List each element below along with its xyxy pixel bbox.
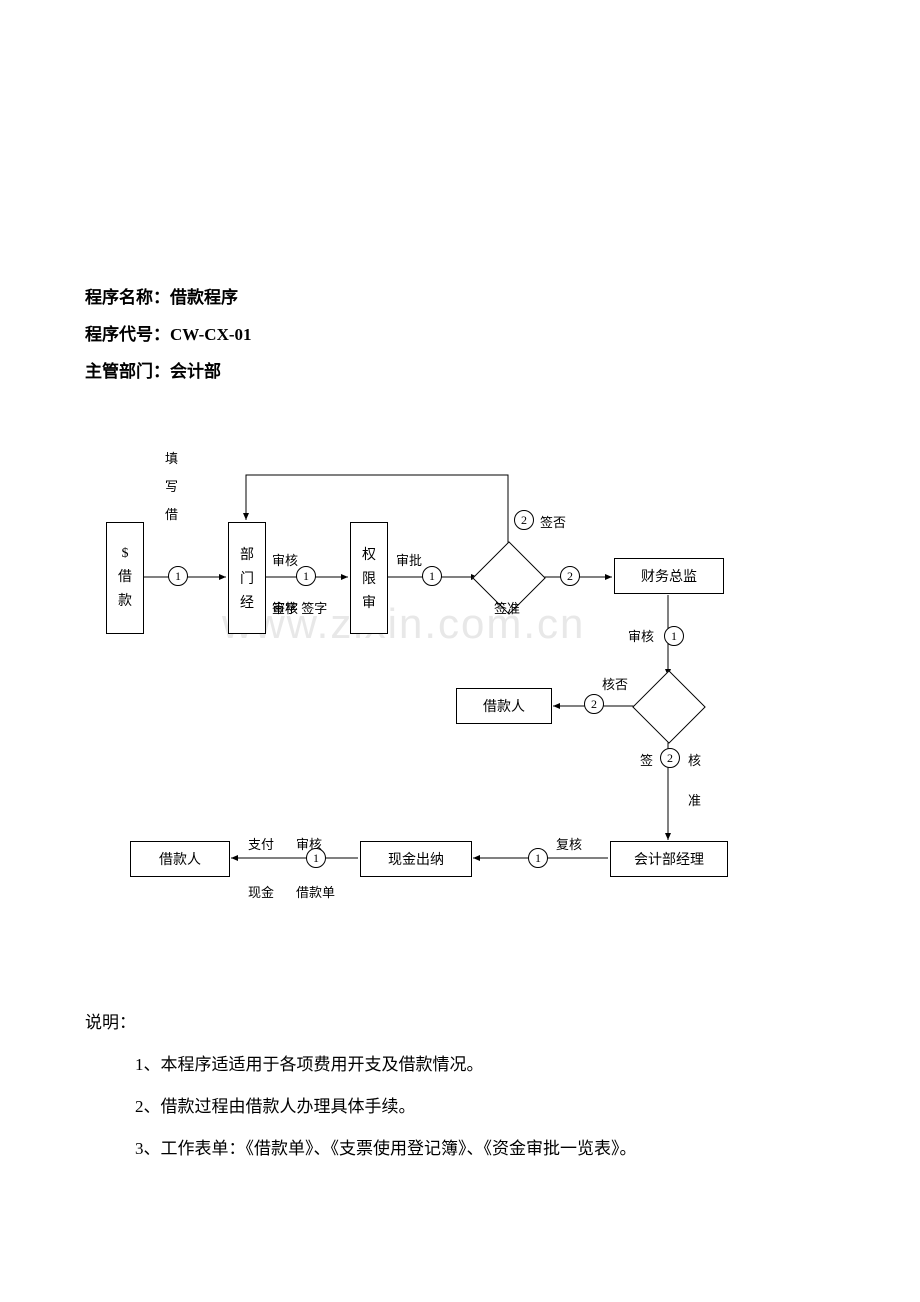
- node-borrow-l1: $: [122, 546, 129, 562]
- note-2: 2、借款过程由借款人办理具体手续。: [135, 1092, 416, 1117]
- note-1: 1、本程序适适用于各项费用开支及借款情况。: [135, 1050, 484, 1075]
- node-acct-mgr: 会计部经理: [610, 841, 728, 877]
- node-auth-l2: 限: [362, 568, 376, 588]
- tag-1-e: 1: [528, 848, 548, 868]
- label-sign-yes: 签准: [494, 598, 520, 617]
- node-dept-l2: 门: [240, 568, 254, 588]
- tag-1-f: 1: [306, 848, 326, 868]
- tag-1-c: 1: [422, 566, 442, 586]
- label-recheck: 复核: [556, 834, 582, 853]
- notes-title: 说明：: [85, 1008, 136, 1033]
- program-name-line: 程序名称：借款程序: [85, 283, 238, 308]
- label-sign-no: 签否: [540, 512, 566, 531]
- tag-1-d: 1: [664, 626, 684, 646]
- tag-2-b: 2: [560, 566, 580, 586]
- label-check-c: 核: [688, 750, 701, 769]
- department: 会计部: [170, 362, 221, 381]
- note-3: 3、工作表单：《借款单》、《支票使用登记簿》、《资金审批一览表》。: [135, 1134, 637, 1159]
- tag-2-d: 2: [660, 748, 680, 768]
- tag-2-c: 2: [584, 694, 604, 714]
- label-loan-form: 借款单: [296, 882, 335, 901]
- program-code: CW-CX-01: [170, 325, 252, 344]
- program-name: 借款程序: [170, 288, 238, 307]
- label-fill-form: 填写借: [165, 445, 178, 529]
- label-ok-c: 准: [688, 790, 701, 809]
- department-label: 主管部门：: [85, 362, 170, 381]
- node-auth-l1: 权: [362, 544, 376, 564]
- node-auth: 权 限 审: [350, 522, 388, 634]
- label-cash: 现金: [248, 882, 274, 901]
- node-borrow-l2: 借: [118, 566, 132, 586]
- node-dept: 部 门 经: [228, 522, 266, 634]
- tag-1-b: 1: [296, 566, 316, 586]
- node-dept-l1: 部: [240, 544, 254, 564]
- program-name-label: 程序名称：: [85, 288, 170, 307]
- node-fin-director: 财务总监: [614, 558, 724, 594]
- label-reject: 核否: [602, 674, 628, 693]
- tag-2-a: 2: [514, 510, 534, 530]
- node-borrow-l3: 款: [118, 590, 132, 610]
- program-code-label: 程序代号：: [85, 325, 170, 344]
- label-review2: 审核: [628, 626, 654, 645]
- flowchart: $ 借 款 部 门 经 权 限 审 财务总监 借款人 会计部经理 现金出纳 借款…: [0, 430, 920, 950]
- node-dept-l3: 经: [240, 592, 254, 612]
- node-borrow: $ 借 款: [106, 522, 144, 634]
- tag-1-a: 1: [168, 566, 188, 586]
- node-borrower-2: 借款人: [130, 841, 230, 877]
- node-borrower-1: 借款人: [456, 688, 552, 724]
- label-sign-txt: 签字: [272, 598, 298, 617]
- label-pay: 支付: [248, 834, 274, 853]
- label-sign-c: 签: [640, 750, 653, 769]
- node-cashier: 现金出纳: [360, 841, 472, 877]
- label-review: 审核: [272, 550, 298, 569]
- label-approve: 审批: [396, 550, 422, 569]
- department-line: 主管部门：会计部: [85, 357, 221, 382]
- node-auth-l3: 审: [362, 592, 376, 612]
- program-code-line: 程序代号：CW-CX-01: [85, 320, 252, 345]
